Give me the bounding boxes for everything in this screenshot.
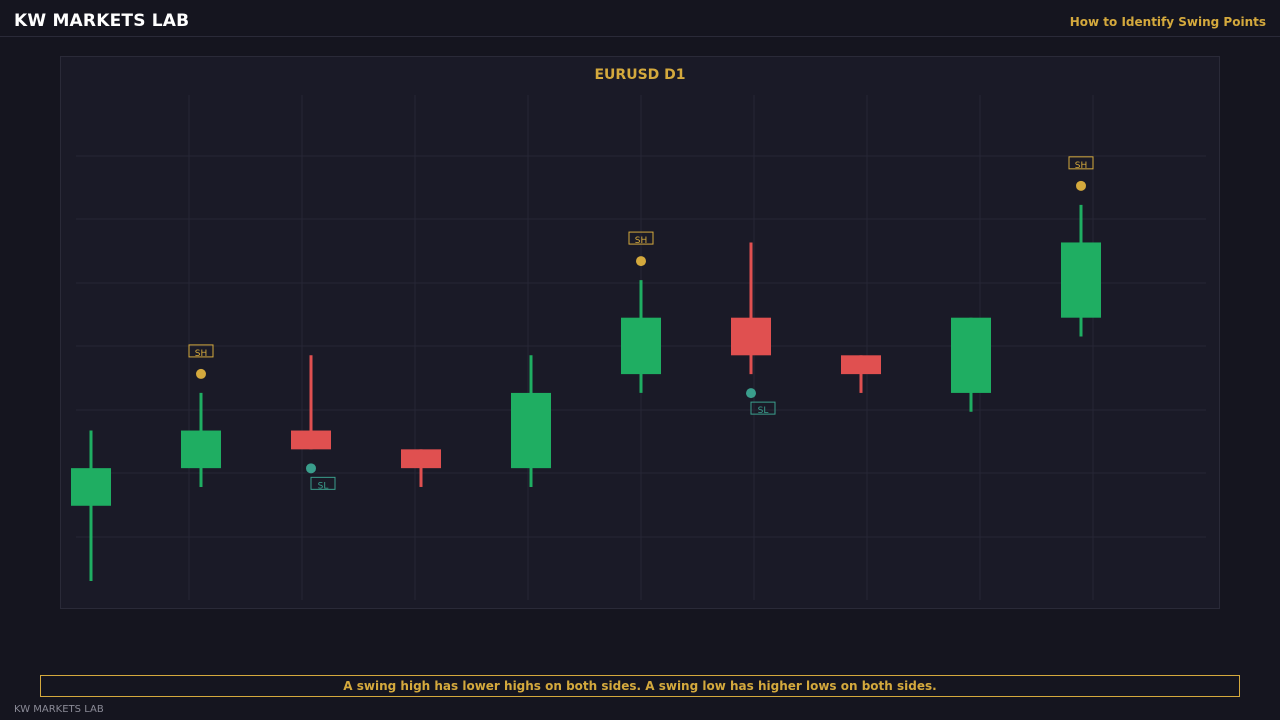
candlestick-chart: EURUSD D1 SH SL SH SL SH: [71, 67, 1206, 600]
candle-body: [621, 317, 661, 375]
swing-low-label-box: [310, 476, 336, 490]
swing-low-marker: [306, 463, 316, 474]
caption-box: A swing high has lower highs on both sid…: [40, 675, 1240, 697]
swing-low-label: SL: [318, 481, 329, 491]
candle-body: [291, 430, 331, 450]
top-bar: KW MARKETS LAB How to Identify Swing Poi…: [0, 0, 1280, 37]
swing-high-marker: [636, 256, 646, 267]
brand-title: KW MARKETS LAB: [14, 11, 190, 31]
swing-high-marker: [196, 368, 206, 379]
page-subtitle: How to Identify Swing Points: [1069, 15, 1266, 29]
swing-low-marker: [746, 388, 756, 399]
caption-text: A swing high has lower highs on both sid…: [343, 679, 937, 693]
swing-high-label-box: [1068, 156, 1094, 170]
candle-body: [1061, 242, 1101, 318]
swing-high-label-box: [628, 231, 654, 245]
candle-body: [181, 430, 221, 469]
candle-body: [731, 317, 771, 356]
candle-body: [511, 392, 551, 469]
chart-panel: EURUSD D1 SH SL SH SL SH: [60, 56, 1220, 609]
chart-title: EURUSD D1: [594, 67, 685, 83]
candle-body: [401, 449, 441, 469]
swing-high-label: SH: [635, 236, 647, 246]
swing-low-label: SL: [758, 406, 769, 416]
candle-body: [841, 355, 881, 375]
candle-body: [71, 468, 111, 506]
footer-brand: KW MARKETS LAB: [14, 704, 104, 715]
candle-body: [951, 317, 991, 393]
swing-low-label-box: [750, 401, 776, 415]
swing-high-label-box: [188, 344, 214, 358]
swing-high-label: SH: [1075, 161, 1087, 171]
swing-high-marker: [1076, 180, 1086, 191]
swing-high-label: SH: [195, 349, 207, 359]
